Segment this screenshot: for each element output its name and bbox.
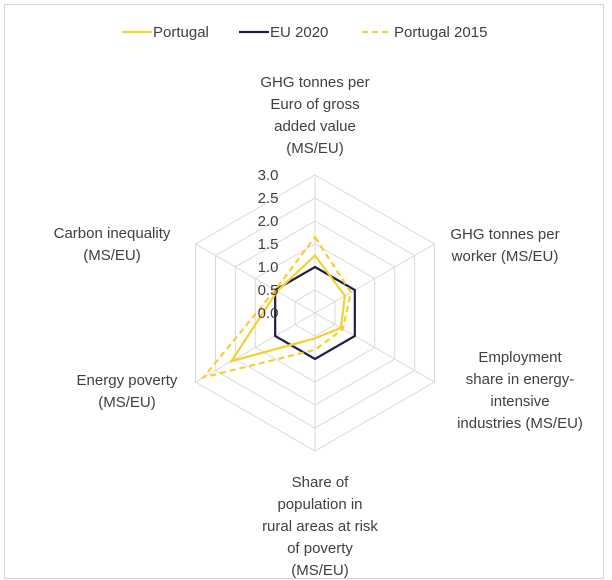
chart-frame: Portugal EU 2020 Portugal 2015 0.0 0.5 1.0 1.…: [4, 4, 604, 579]
series-line: [228, 253, 347, 364]
grid-spoke: [195, 243, 316, 314]
series-line: [274, 265, 356, 361]
axis-label: Carbon inequality (MS/EU): [54, 225, 171, 264]
tick-label: 3.0: [258, 167, 279, 184]
axis-label: Employment share in energy-intensive indus…: [457, 349, 583, 432]
legend-label: Portugal: [153, 24, 209, 41]
tick-label: 0.5: [258, 282, 279, 299]
series-layer: [200, 235, 356, 380]
axis-labels: GHG tonnes per Euro of gross added value (M…: [54, 74, 583, 579]
tick-label: 2.5: [258, 190, 279, 207]
grid-spoke: [195, 312, 316, 383]
legend: Portugal EU 2020 Portugal 2015: [122, 24, 487, 41]
grid-spoke: [314, 312, 435, 383]
tick-label: 1.0: [258, 259, 279, 276]
grid-spoke: [314, 243, 435, 314]
tick-label: 1.5: [258, 236, 279, 253]
radar-chart: Portugal EU 2020 Portugal 2015 0.0 0.5 1.0 1.…: [54, 24, 583, 579]
axis-label: GHG tonnes per Euro of gross added value (M…: [260, 74, 369, 157]
radar-grid: [194, 174, 436, 452]
legend-label: EU 2020: [270, 24, 328, 41]
axis-label: Energy poverty (MS/EU): [77, 372, 178, 411]
series-line: [200, 235, 353, 380]
radial-ticks: 0.0 0.5 1.0 1.5 2.0 2.5 3.0: [258, 167, 279, 322]
axis-label: GHG tonnes per worker (MS/EU): [450, 226, 559, 265]
tick-label: 2.0: [258, 213, 279, 230]
tick-label: 0.0: [258, 305, 279, 322]
legend-label: Portugal 2015: [394, 24, 487, 41]
axis-label: Share of population in rural areas at risk…: [262, 474, 378, 579]
